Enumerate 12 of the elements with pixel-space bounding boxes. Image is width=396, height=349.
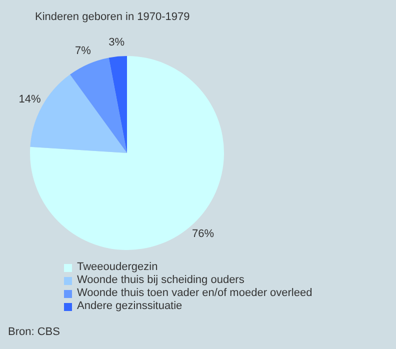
data-label: 14% — [18, 94, 41, 106]
text: Bron: CBS — [8, 326, 60, 338]
legend-label: Woonde thuis toen vader en/of moeder overleed — [77, 287, 312, 300]
data-label: 3% — [108, 36, 125, 48]
chart-title: Kinderen geboren in 1970-1979 — [35, 11, 190, 23]
data-label: 7% — [74, 45, 92, 58]
pie-slice — [108, 56, 127, 153]
pie-slice — [70, 58, 127, 153]
legend-label: Woonde thuis bij scheiding ouders — [77, 274, 244, 287]
legend-label: Tweeoudergezin — [77, 261, 158, 274]
data-label: 76% — [192, 228, 214, 240]
legend-label: Andere gezinssituatie — [77, 300, 182, 313]
